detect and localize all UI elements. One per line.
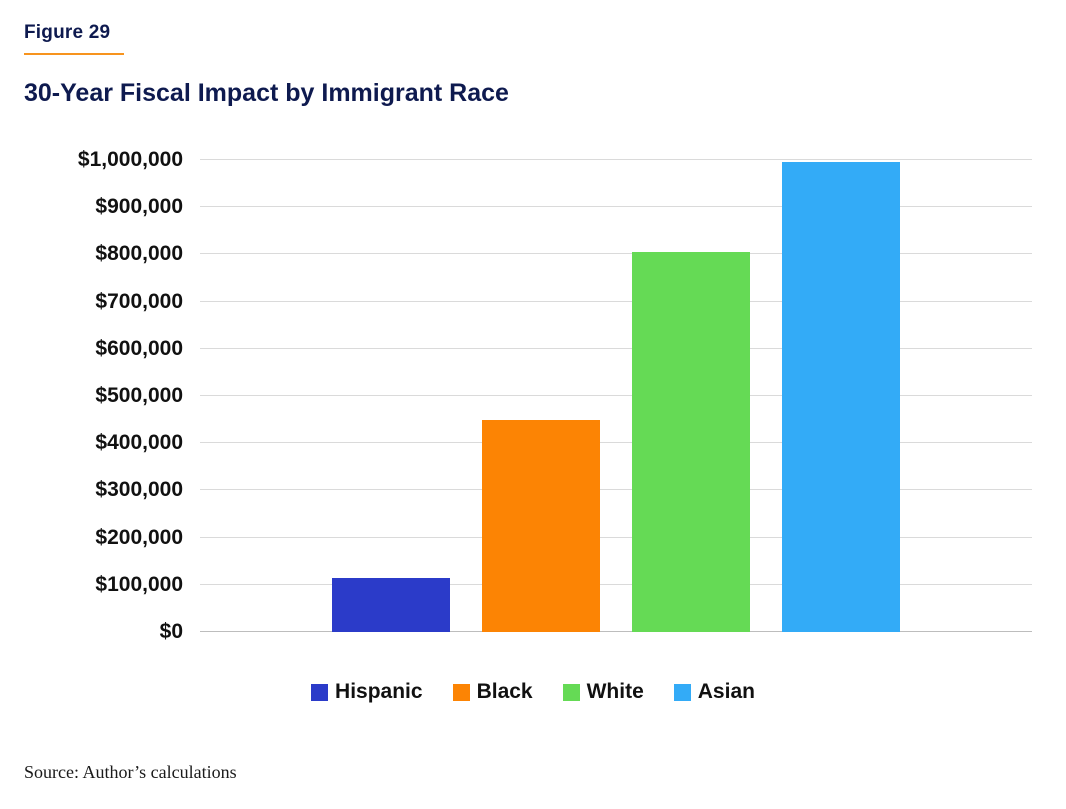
bar-hispanic bbox=[332, 577, 450, 632]
gridline bbox=[200, 536, 1032, 538]
legend-label: Black bbox=[476, 680, 533, 703]
y-tick-label: $0 bbox=[159, 620, 183, 643]
gridline bbox=[200, 442, 1032, 444]
y-tick-label: $900,000 bbox=[95, 195, 183, 219]
figure-label: Figure 29 bbox=[24, 22, 111, 43]
plot-area bbox=[200, 159, 1032, 632]
x-axis-line bbox=[200, 631, 1032, 632]
bar-asian bbox=[782, 162, 900, 632]
gridline bbox=[200, 253, 1032, 255]
y-tick-label: $200,000 bbox=[95, 525, 183, 549]
legend-swatch bbox=[562, 683, 580, 701]
legend-item-asian: Asian bbox=[673, 680, 755, 704]
y-axis: $0 $100,000 $200,000 $300,000 $400,000 $500,0… bbox=[24, 148, 200, 643]
gridline bbox=[200, 300, 1032, 302]
y-tick-label: $100,000 bbox=[95, 572, 183, 596]
source-note: Source: Author’s calculations bbox=[24, 762, 237, 782]
gridline bbox=[200, 347, 1032, 349]
gridline bbox=[200, 489, 1032, 491]
y-tick-label: $300,000 bbox=[95, 478, 183, 502]
legend-swatch bbox=[452, 683, 470, 701]
y-tick-label: $800,000 bbox=[95, 242, 183, 266]
legend-swatch bbox=[311, 683, 329, 701]
y-tick-label: $600,000 bbox=[95, 336, 183, 360]
bar-white bbox=[632, 252, 750, 632]
legend-swatch bbox=[673, 683, 691, 701]
chart-legend: Hispanic Black White Asian bbox=[24, 680, 1042, 704]
bar-chart: $0 $100,000 $200,000 $300,000 $400,000 $500,0… bbox=[24, 148, 1042, 643]
legend-item-white: White bbox=[562, 680, 644, 704]
y-tick-label: $400,000 bbox=[95, 431, 183, 455]
gridline bbox=[200, 395, 1032, 396]
legend-label: Hispanic bbox=[335, 680, 423, 703]
legend-item-black: Black bbox=[452, 680, 533, 704]
y-tick-label: $500,000 bbox=[95, 384, 183, 407]
gridline bbox=[200, 206, 1032, 208]
y-tick-label: $700,000 bbox=[95, 289, 183, 313]
y-tick-label: $1,000,000 bbox=[77, 148, 183, 171]
figure-label-underline bbox=[24, 53, 124, 55]
chart-title: 30-Year Fiscal Impact by Immigrant Race bbox=[24, 79, 509, 107]
legend-label: Asian bbox=[697, 680, 755, 703]
bars bbox=[200, 160, 1032, 632]
gridline bbox=[200, 159, 1032, 160]
bar-black bbox=[482, 419, 600, 632]
legend-label: White bbox=[586, 680, 644, 703]
gridline bbox=[200, 583, 1032, 585]
legend-item-hispanic: Hispanic bbox=[311, 680, 423, 704]
